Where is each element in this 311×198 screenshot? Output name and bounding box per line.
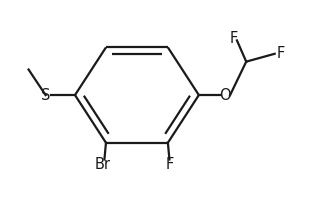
Text: O: O — [219, 88, 231, 103]
Text: F: F — [276, 46, 284, 61]
Text: S: S — [41, 88, 50, 103]
Text: F: F — [230, 30, 238, 46]
Text: Br: Br — [95, 157, 111, 172]
Text: F: F — [165, 157, 174, 172]
